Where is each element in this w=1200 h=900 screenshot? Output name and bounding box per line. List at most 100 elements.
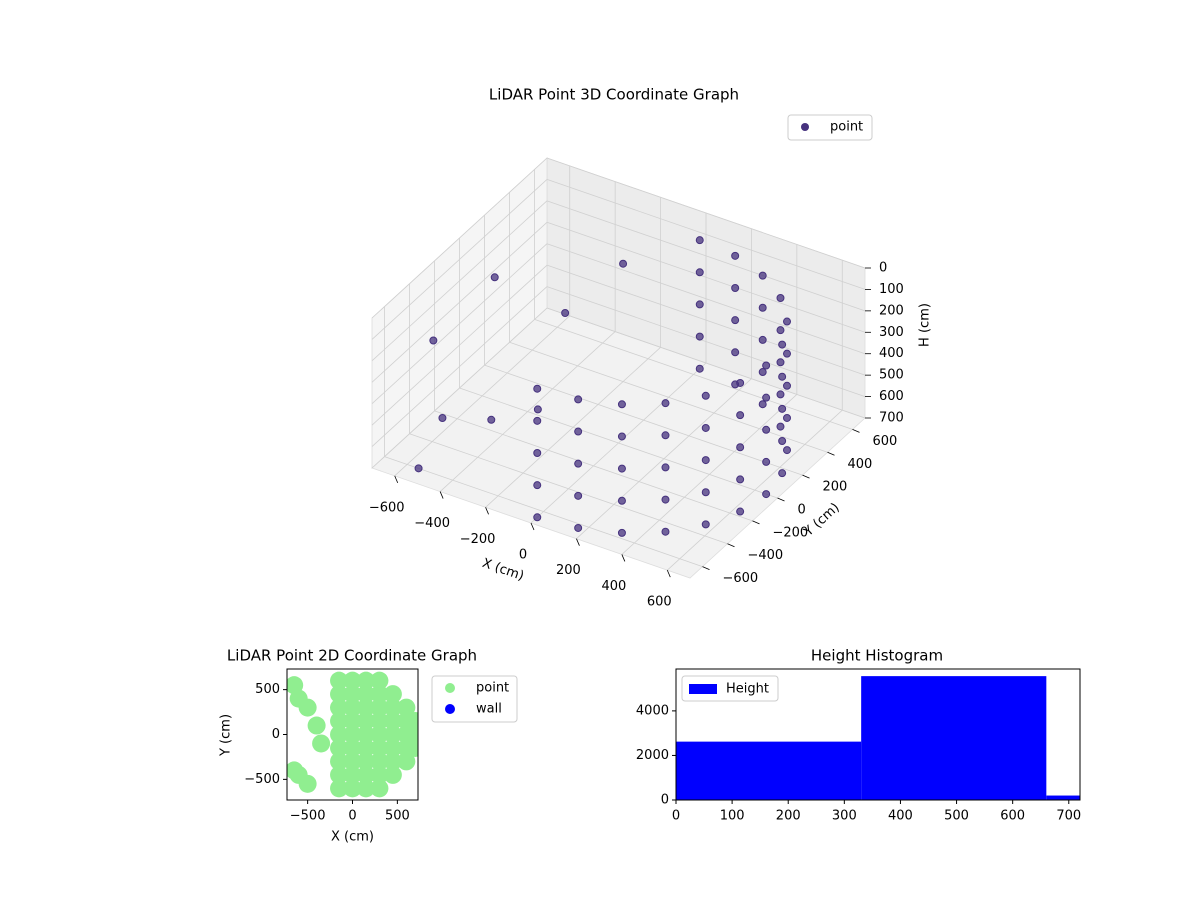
point xyxy=(343,698,362,717)
y-tick-label: 600 xyxy=(873,434,898,449)
point xyxy=(695,300,704,309)
z-tick-label: 500 xyxy=(879,368,904,383)
point xyxy=(776,390,785,399)
chart-title: LiDAR Point 3D Coordinate Graph xyxy=(489,86,739,104)
point xyxy=(619,259,628,268)
tick-mark xyxy=(394,475,399,484)
tick-mark xyxy=(439,491,444,499)
y-tick-label: 0 xyxy=(661,793,669,808)
point xyxy=(343,725,362,744)
point xyxy=(617,432,626,441)
grid-line xyxy=(546,286,866,397)
point xyxy=(758,271,767,280)
point xyxy=(762,393,771,402)
point xyxy=(533,405,542,414)
grid-line xyxy=(546,200,866,312)
chart-title: Height Histogram xyxy=(811,647,943,665)
point xyxy=(701,456,710,465)
point xyxy=(307,716,326,735)
grid-line xyxy=(384,456,703,567)
x-tick-label: 600 xyxy=(647,595,672,610)
z-tick-label: 600 xyxy=(879,389,904,404)
point xyxy=(383,698,402,717)
point xyxy=(343,685,362,704)
point xyxy=(429,336,438,345)
point xyxy=(661,431,670,440)
point xyxy=(731,380,740,389)
point xyxy=(356,752,375,771)
tick-mark xyxy=(530,522,535,531)
z-tick-label: 400 xyxy=(879,346,904,361)
point xyxy=(776,358,785,367)
legend-label: wall xyxy=(476,702,502,717)
point xyxy=(370,698,389,717)
chart-title: LiDAR Point 2D Coordinate Graph xyxy=(227,647,477,665)
tick-mark xyxy=(666,569,671,578)
y-tick-label: −500 xyxy=(244,772,280,787)
legend-marker xyxy=(801,123,809,131)
point xyxy=(762,361,771,370)
y-tick-label: 0 xyxy=(798,503,806,518)
grid-line xyxy=(371,221,548,383)
point xyxy=(383,685,402,704)
y-tick-label: 200 xyxy=(823,480,848,495)
point xyxy=(287,761,304,780)
point xyxy=(356,685,375,704)
y-axis-label: Y (cm) xyxy=(219,714,234,757)
grid-line xyxy=(546,264,866,376)
y-tick-label: −600 xyxy=(723,571,759,586)
x-tick-label: 600 xyxy=(1000,809,1025,824)
point xyxy=(298,698,317,717)
point xyxy=(561,309,570,317)
grid-line xyxy=(546,243,866,355)
z-tick-label: 100 xyxy=(879,282,904,297)
legend-marker xyxy=(445,704,455,714)
x-tick-label: 400 xyxy=(601,579,626,594)
point xyxy=(370,671,389,690)
point xyxy=(370,779,389,798)
x-tick-label: 400 xyxy=(888,809,913,824)
point xyxy=(343,765,362,784)
point xyxy=(356,765,375,784)
bar xyxy=(676,741,862,800)
point xyxy=(758,335,767,344)
x-tick-label: 300 xyxy=(832,809,857,824)
z-tick-label: 200 xyxy=(879,303,904,318)
grid-line xyxy=(459,387,778,499)
point xyxy=(736,443,745,452)
tick-mark xyxy=(576,538,580,546)
x-tick-label: 500 xyxy=(385,809,410,824)
grid-line xyxy=(371,179,548,340)
point xyxy=(783,349,792,358)
legend-marker xyxy=(445,683,455,693)
tick-mark xyxy=(727,543,735,548)
z-axis-label: H (cm) xyxy=(918,303,933,347)
legend-box xyxy=(681,675,779,702)
point xyxy=(661,527,670,536)
point xyxy=(298,774,317,793)
point xyxy=(370,765,389,784)
point xyxy=(370,712,389,731)
x-tick-label: 100 xyxy=(720,809,745,824)
point xyxy=(370,738,389,757)
grid-line xyxy=(371,157,548,319)
point xyxy=(736,411,745,420)
point xyxy=(356,671,375,690)
point xyxy=(533,481,542,490)
point xyxy=(383,752,402,771)
point xyxy=(778,404,787,413)
x-tick-label: 0 xyxy=(348,809,356,824)
point xyxy=(330,725,349,744)
bar xyxy=(861,676,1047,800)
bar xyxy=(1046,795,1080,800)
point xyxy=(695,364,704,373)
legend-marker xyxy=(689,684,717,694)
point xyxy=(695,332,704,341)
point xyxy=(414,464,423,473)
point xyxy=(383,738,402,757)
point xyxy=(438,414,447,422)
grid-line xyxy=(371,307,548,469)
point xyxy=(617,528,626,537)
legend-label: point xyxy=(830,120,863,135)
point xyxy=(574,395,583,404)
